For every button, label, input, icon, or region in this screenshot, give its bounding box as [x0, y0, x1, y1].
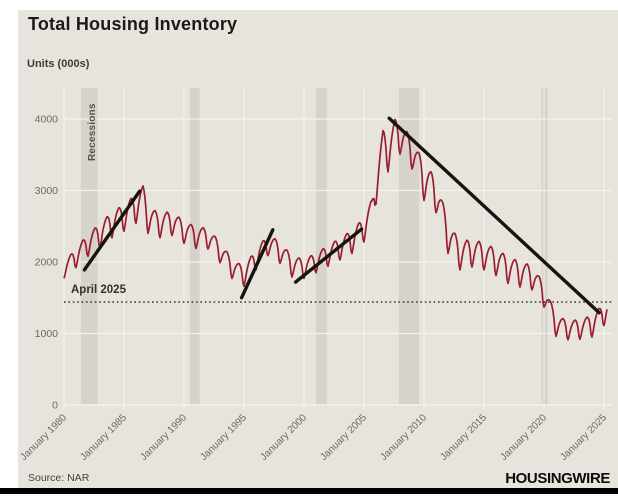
- y-tick-label: 0: [52, 400, 58, 412]
- x-tick-label: January 1980: [18, 412, 69, 463]
- recession-band: [316, 88, 327, 405]
- x-tick-label: January 2010: [378, 412, 429, 463]
- trend-line: [239, 228, 275, 300]
- x-tick-label: January 2015: [438, 412, 489, 463]
- source-attribution: Source: NAR: [28, 472, 90, 484]
- housingwire-logo: HOUSINGWIRE: [505, 470, 610, 487]
- x-tick-label: January 2020: [498, 412, 549, 463]
- y-tick-label: 4000: [35, 114, 59, 126]
- x-tick-label: January 1995: [198, 412, 249, 463]
- x-tick-label: January 2025: [558, 412, 609, 463]
- y-tick-label: 2000: [35, 257, 59, 269]
- y-tick-label: 3000: [35, 185, 59, 197]
- x-tick-label: January 2005: [318, 412, 369, 463]
- trend-line: [387, 116, 601, 315]
- x-tick-label: January 1985: [78, 412, 129, 463]
- bottom-divider-bar: [0, 488, 618, 494]
- x-tick-label: January 1990: [138, 412, 189, 463]
- trend-line: [293, 227, 364, 284]
- recessions-band-label: Recessions: [87, 103, 98, 161]
- y-axis-units-label: Units (000s): [27, 58, 90, 70]
- reference-line-label: April 2025: [71, 284, 126, 296]
- x-tick-label: January 2000: [258, 412, 309, 463]
- inventory-series-line: [63, 118, 608, 341]
- page-title: Total Housing Inventory: [28, 14, 238, 34]
- gridlines: [63, 88, 612, 405]
- y-tick-label: 1000: [35, 328, 59, 340]
- trend-line: [82, 189, 142, 272]
- recession-band: [398, 88, 420, 405]
